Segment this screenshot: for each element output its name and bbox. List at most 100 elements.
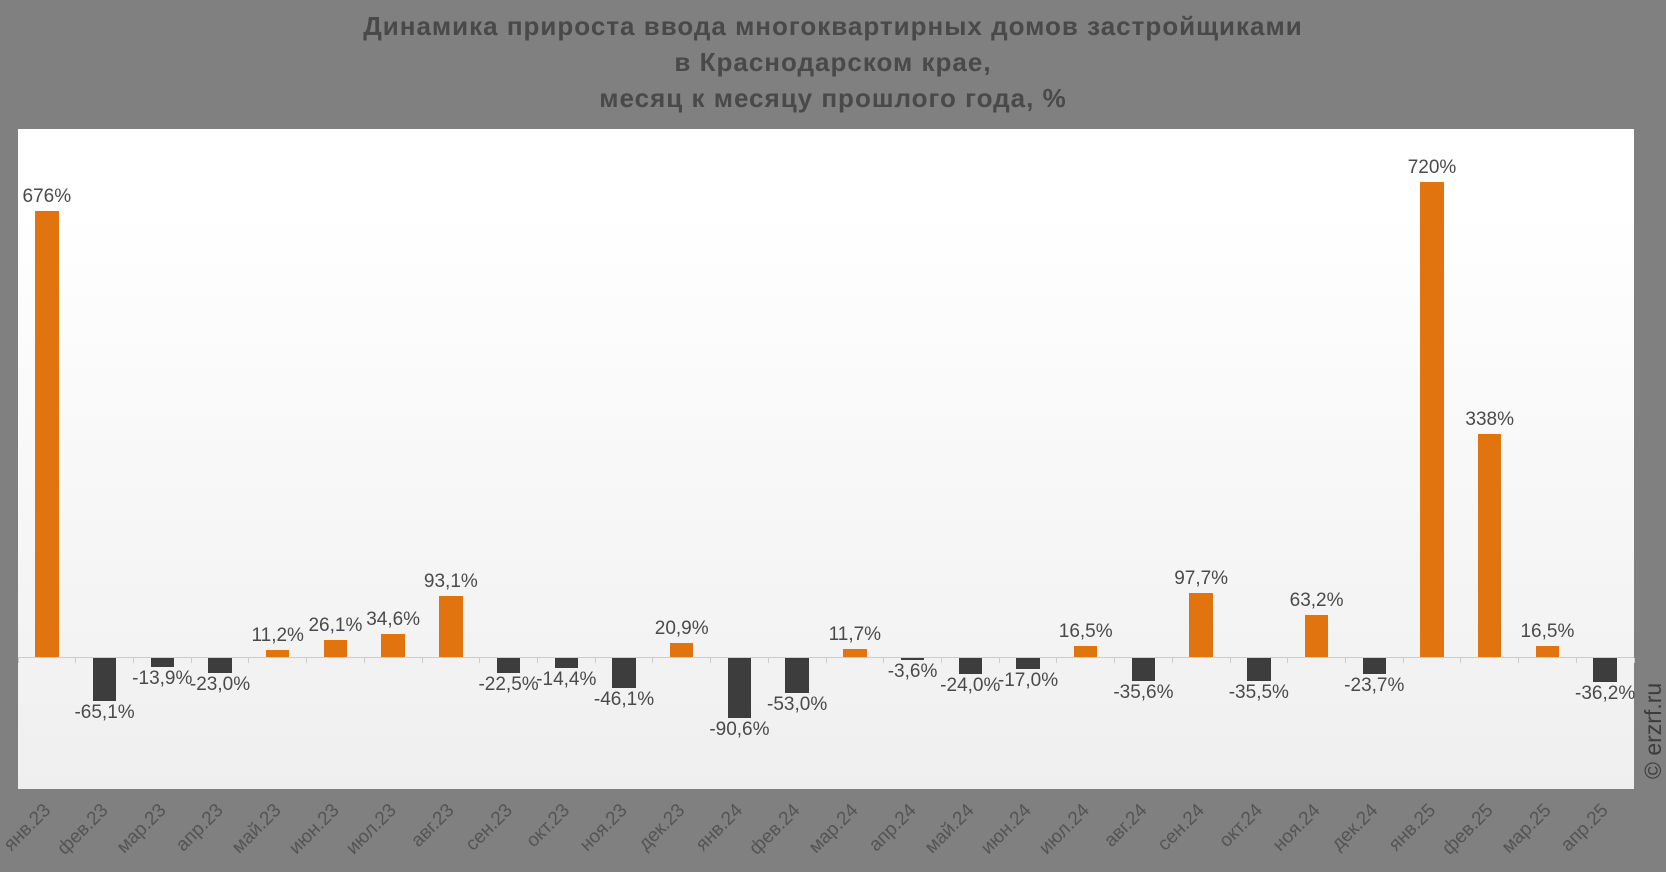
x-axis-line [18, 657, 1634, 658]
value-label-июл.24: 16,5% [1058, 621, 1113, 643]
x-axis-label-янв.23: янв.23 [0, 800, 55, 856]
value-label-сен.24: 97,7% [1174, 567, 1229, 589]
x-axis-tick [825, 658, 827, 663]
value-label-мар.23: -13,9% [132, 668, 193, 690]
x-axis-label-апр.23: апр.23 [172, 800, 228, 856]
x-axis-tick [479, 658, 481, 663]
x-axis-tick [1575, 658, 1577, 663]
chart-title-line-2: в Краснодарском крае, [674, 47, 992, 77]
x-axis-tick [1229, 658, 1231, 663]
value-label-янв.23: 676% [22, 185, 72, 207]
x-axis-label-окт.23: окт.23 [522, 800, 575, 852]
value-label-авг.24: -35,6% [1113, 682, 1174, 704]
bar-окт.24 [1247, 658, 1271, 682]
bar-сен.23 [496, 658, 521, 673]
x-axis-label-дек.23: дек.23 [634, 800, 690, 855]
x-axis-tick [190, 658, 192, 663]
value-label-окт.23: -14,4% [536, 668, 597, 690]
x-axis-tick [998, 658, 1000, 663]
x-axis-label-ноя.24: ноя.24 [1268, 800, 1325, 856]
value-label-июн.24: -17,0% [997, 670, 1059, 692]
bar-апр.23 [208, 658, 232, 674]
value-label-мар.25: 16,5% [1520, 621, 1575, 643]
bar-мар.25 [1535, 646, 1560, 657]
x-axis-tick [1114, 658, 1116, 663]
value-label-мар.24: 11,7% [828, 624, 882, 646]
x-axis-label-май.24: май.24 [920, 800, 979, 858]
x-axis-tick [1344, 658, 1346, 663]
value-label-ноя.24: 63,2% [1289, 590, 1344, 612]
x-axis-tick [1460, 658, 1462, 663]
x-axis-tick [1287, 658, 1289, 663]
x-axis-label-ноя.23: ноя.23 [576, 800, 632, 856]
value-label-апр.24: -3,6% [887, 661, 938, 683]
x-axis-label-апр.24: апр.24 [864, 800, 921, 856]
bar-май.23 [265, 649, 290, 657]
x-axis-tick [652, 658, 654, 663]
x-axis-tick [940, 658, 942, 663]
bar-окт.23 [554, 658, 579, 668]
bar-июл.24 [1073, 646, 1098, 657]
bar-ноя.23 [612, 658, 636, 689]
value-label-фев.23: -65,1% [74, 701, 135, 723]
bar-янв.23 [35, 210, 59, 657]
value-label-ноя.23: -46,1% [593, 689, 655, 711]
x-axis-label-фев.23: фев.23 [53, 800, 113, 860]
bar-фев.25 [1477, 433, 1502, 657]
bar-апр.25 [1593, 658, 1617, 682]
value-label-июн.23: 26,1% [308, 614, 363, 636]
x-axis-tick [1402, 658, 1404, 663]
bar-янв.24 [727, 658, 752, 718]
value-label-сен.23: -22,5% [478, 673, 539, 695]
x-axis-label-июн.24: июн.24 [977, 800, 1036, 859]
bar-фев.24 [785, 658, 809, 693]
bar-мар.23 [150, 658, 175, 668]
value-label-авг.23: 93,1% [423, 570, 478, 592]
bar-дек.23 [669, 643, 694, 657]
bar-дек.24 [1362, 658, 1387, 674]
x-axis-label-май.23: май.23 [227, 800, 286, 858]
x-axis-label-янв.25: янв.25 [1384, 800, 1440, 856]
bar-авг.23 [439, 595, 463, 657]
x-axis-label-фев.24: фев.24 [745, 800, 806, 860]
chart-title-line-3: месяц к месяцу прошлого года, % [599, 83, 1067, 113]
bar-авг.24 [1131, 658, 1156, 682]
value-label-фев.25: 338% [1465, 408, 1514, 430]
watermark-text: © erzrf.ru [1640, 682, 1666, 779]
value-label-фев.24: -53,0% [767, 693, 828, 715]
value-label-май.24: -24,0% [940, 674, 1001, 696]
x-axis-tick [536, 658, 538, 663]
chart-title: Динамика прироста ввода многоквартирных … [0, 8, 1666, 116]
x-axis-tick [306, 658, 308, 663]
x-axis-label-июн.23: июн.23 [284, 800, 344, 859]
value-label-апр.25: -36,2% [1575, 682, 1636, 704]
bar-янв.25 [1420, 181, 1444, 657]
x-axis-label-авг.24: авг.24 [1099, 800, 1152, 852]
bar-июн.24 [1016, 658, 1040, 670]
x-axis-label-сен.24: сен.24 [1153, 800, 1210, 856]
bar-май.24 [958, 658, 983, 674]
bar-апр.24 [900, 658, 925, 661]
x-axis-tick [1056, 658, 1058, 663]
x-axis-tick [248, 658, 250, 663]
value-label-дек.24: -23,7% [1344, 674, 1405, 696]
value-label-май.23: 11,2% [251, 624, 304, 646]
bar-фев.23 [92, 658, 117, 701]
x-axis-label-сен.23: сен.23 [461, 800, 517, 856]
plot-area: 676% -65,1% -13,9% -23,0% 11,2% 26,1% 34,6% 93,… [17, 129, 1635, 789]
x-axis-label-мар.24: мар.24 [805, 800, 863, 858]
x-axis-label-фев.25: фев.25 [1438, 800, 1498, 860]
x-axis-label-янв.24: янв.24 [691, 800, 748, 856]
value-label-окт.24: -35,5% [1228, 682, 1289, 704]
value-label-апр.23: -23,0% [189, 674, 251, 696]
x-axis-label-июл.23: июл.23 [342, 800, 402, 859]
x-axis-tick [421, 658, 423, 663]
x-axis-label-дек.24: дек.24 [1327, 800, 1383, 855]
x-axis-label-авг.23: авг.23 [407, 800, 459, 852]
x-axis-tick [1633, 658, 1635, 663]
x-axis-tick [1171, 658, 1173, 663]
x-axis-label-июл.24: июл.24 [1034, 800, 1094, 859]
x-axis-label-мар.23: мар.23 [112, 800, 171, 858]
x-axis-tick [363, 658, 365, 663]
